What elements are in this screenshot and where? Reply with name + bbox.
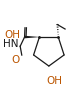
Text: HN: HN [3,39,18,49]
Text: OH: OH [4,30,20,40]
Text: OH: OH [46,76,62,86]
Text: O: O [12,55,20,65]
Polygon shape [25,36,39,38]
